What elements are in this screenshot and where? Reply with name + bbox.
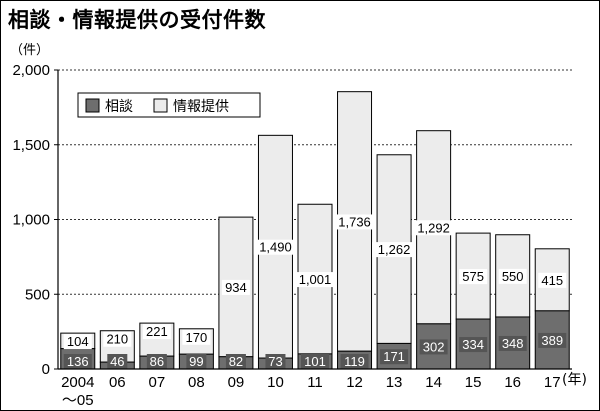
data-label-bg: [146, 354, 167, 369]
data-label-jouhou-teikyou: 1,490: [259, 240, 292, 255]
data-label-bg: [301, 354, 329, 369]
data-label-jouhou-teikyou: 1,001: [299, 272, 332, 287]
data-label-soudan: 389: [541, 333, 563, 348]
x-tick-label: 09: [228, 374, 245, 391]
data-label-bg: [538, 272, 567, 288]
data-label-jouhou-teikyou: 1,736: [338, 214, 371, 229]
data-label-soudan: 171: [383, 349, 405, 364]
data-label-bg: [182, 329, 211, 345]
data-label-soudan: 73: [268, 354, 282, 369]
y-tick-label: 0: [42, 361, 50, 378]
data-label-soudan: 82: [229, 354, 243, 369]
x-tick-label: 17: [544, 374, 561, 391]
data-label-soudan: 334: [462, 337, 484, 352]
data-label-bg: [107, 354, 128, 369]
data-label-bg: [498, 335, 527, 351]
data-label-jouhou-teikyou: 210: [106, 332, 128, 347]
data-label-bg: [332, 214, 377, 230]
data-label-bg: [253, 239, 298, 255]
data-label-bg: [459, 337, 488, 353]
data-label-soudan: 46: [110, 354, 124, 369]
data-label-jouhou-teikyou: 415: [541, 273, 563, 288]
data-label-bg: [225, 354, 246, 369]
data-label-jouhou-teikyou: 170: [186, 330, 208, 345]
data-label-bg: [265, 354, 286, 369]
x-tick-label: ～05: [62, 392, 94, 409]
data-label-bg: [380, 349, 409, 365]
x-tick-label: 06: [109, 374, 126, 391]
x-tick-label: 16: [504, 374, 521, 391]
data-label-bg: [221, 279, 250, 295]
data-label-bg: [538, 332, 567, 348]
legend: 相談 情報提供: [77, 92, 261, 118]
data-label-bg: [372, 242, 417, 258]
data-label-jouhou-teikyou: 1,262: [378, 242, 411, 257]
y-tick-label: 1,500: [12, 137, 50, 154]
data-label-bg: [293, 272, 337, 288]
data-label-bg: [419, 339, 448, 355]
data-label-bg: [63, 354, 92, 369]
data-label-bg: [411, 220, 456, 236]
legend-swatch-jouhou-teikyou: [153, 98, 168, 113]
x-tick-label: 10: [267, 374, 284, 391]
x-axis-ticks: 2004～05 06 07 08 09 10 11 12 13 14 15 16 17: [58, 368, 572, 409]
legend-box: [77, 92, 261, 118]
data-label-bg: [103, 331, 132, 347]
data-label-soudan: 99: [189, 354, 203, 369]
y-axis-ticks: 0 500 1,000 1,500 2,000: [12, 62, 59, 378]
data-label-jouhou-teikyou: 934: [225, 280, 247, 295]
data-label-bg: [459, 269, 488, 285]
data-label-jouhou-teikyou: 104: [67, 334, 89, 349]
y-axis-label: （件）: [10, 43, 49, 58]
legend-swatch-soudan: [85, 98, 100, 113]
data-label-bg: [142, 324, 171, 340]
x-tick-label: 11: [307, 374, 323, 391]
data-label-jouhou-teikyou: 550: [502, 269, 524, 284]
data-label-jouhou-teikyou: 221: [146, 324, 168, 339]
data-label-soudan: 101: [304, 354, 326, 369]
x-tick-label: 15: [465, 374, 482, 391]
y-tick-label: 2,000: [12, 62, 50, 79]
data-label-bg: [186, 354, 207, 369]
chart-title: 相談・情報提供の受付件数: [8, 8, 266, 32]
data-label-soudan: 119: [344, 354, 365, 369]
data-label-soudan: 86: [150, 354, 164, 369]
y-tick-label: 1,000: [12, 212, 50, 229]
data-label-bg: [340, 354, 369, 369]
data-label-jouhou-teikyou: 575: [462, 269, 484, 284]
x-tick-label: 13: [386, 374, 403, 391]
bar-series: 104 136 210 46 221 86 170 99 934 82 1,490 73 1,001 10…: [60, 91, 570, 370]
x-axis-unit-label: (年): [562, 372, 587, 388]
data-label-bg: [498, 268, 527, 284]
x-tick-label: 08: [188, 374, 205, 391]
x-tick-label: 14: [425, 374, 442, 391]
data-label-bg: [63, 334, 92, 350]
x-tick-label: 07: [149, 374, 166, 391]
data-label-soudan: 348: [502, 336, 524, 351]
y-tick-label: 500: [25, 286, 50, 303]
x-tick-label: 12: [346, 374, 363, 391]
legend-label-soudan: 相談: [105, 99, 133, 115]
data-label-jouhou-teikyou: 1,292: [417, 220, 450, 235]
legend-label-jouhou-teikyou: 情報提供: [173, 99, 229, 115]
x-tick-label: 2004: [61, 374, 94, 391]
data-label-soudan: 136: [67, 354, 89, 369]
data-label-soudan: 302: [423, 339, 445, 354]
